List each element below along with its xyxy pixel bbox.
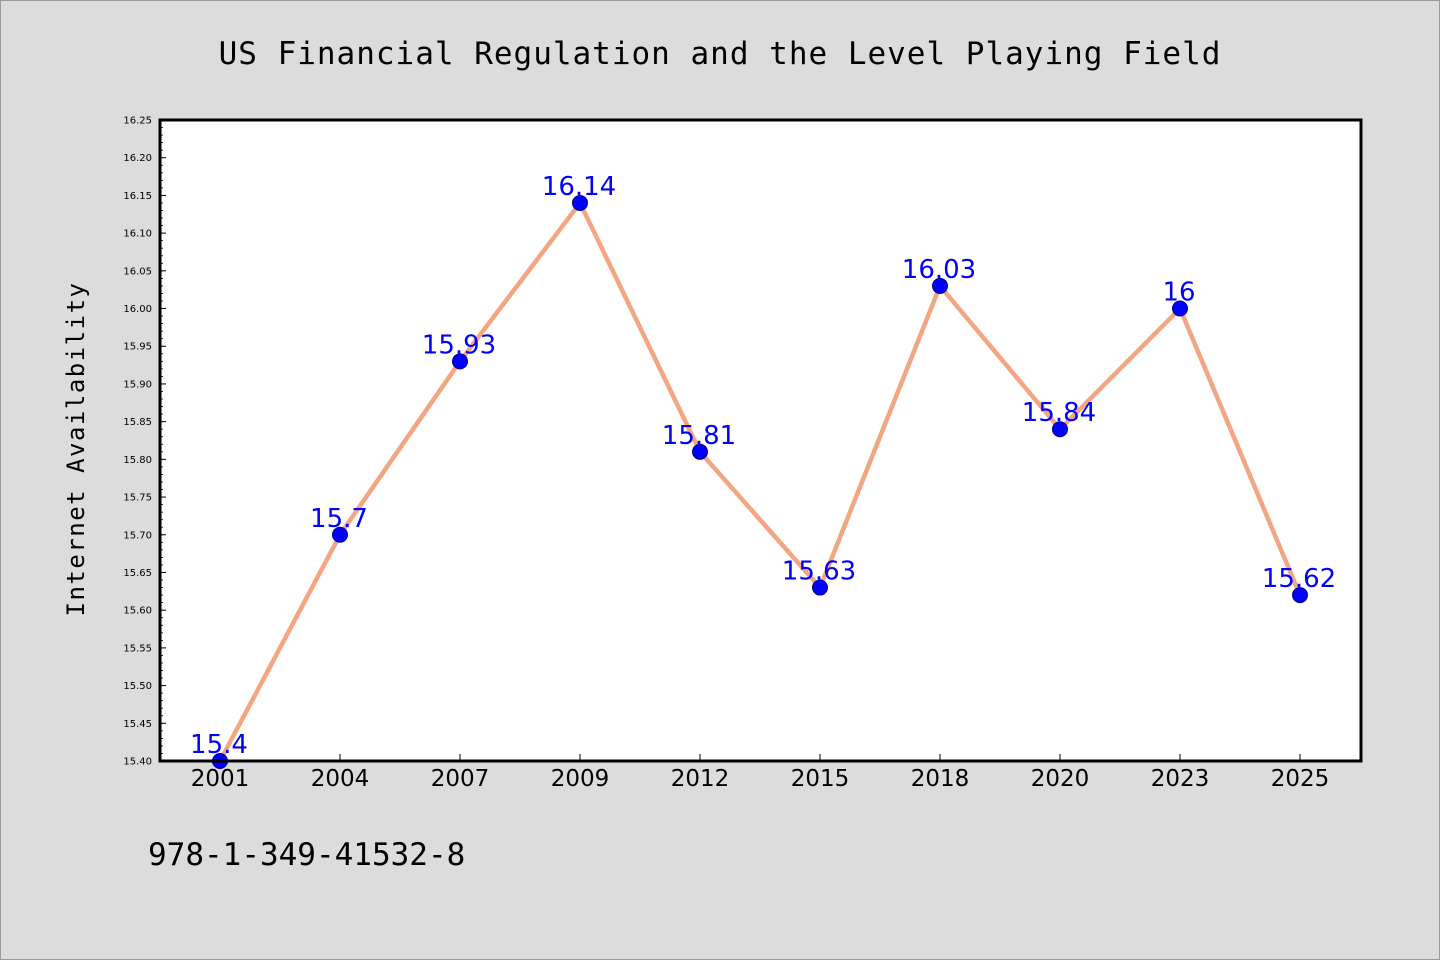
y-tick-label: 15.75 (123, 493, 152, 504)
x-tick-label: 2023 (1151, 766, 1210, 792)
markers-group (212, 194, 1308, 769)
series-line (217, 200, 1303, 764)
y-tick-label: 15.50 (123, 681, 152, 692)
data-label: 15.63 (782, 557, 856, 587)
data-label: 15.84 (1022, 398, 1096, 428)
y-tick-label: 16.20 (123, 153, 152, 164)
data-point (452, 353, 468, 370)
data-label: 16 (1162, 278, 1195, 308)
x-tick-label: 2020 (1031, 766, 1090, 792)
data-label: 15.62 (1262, 564, 1336, 594)
y-tick-label: 16.15 (123, 191, 152, 202)
y-tick-label: 15.65 (123, 568, 152, 579)
data-point (1052, 421, 1068, 438)
x-tick-label: 2009 (551, 766, 610, 792)
data-label: 15.93 (422, 330, 496, 360)
series-line-group (217, 200, 1303, 764)
y-tick-label: 15.55 (123, 643, 152, 654)
x-tick-label: 2001 (191, 766, 250, 792)
data-point (932, 277, 948, 294)
y-tick-label: 15.90 (123, 379, 152, 390)
x-tick-label: 2018 (911, 766, 970, 792)
y-axis: 15.40 15.45 15.50 15.55 15.60 15.65 15.70 15.75… (123, 116, 166, 768)
data-point (1292, 587, 1308, 604)
y-axis-label: Internet Availability (62, 282, 90, 617)
data-label: 15.81 (662, 421, 736, 451)
y-tick-label: 15.95 (123, 342, 152, 353)
x-tick-label: 2007 (431, 766, 490, 792)
y-tick-label: 15.40 (123, 757, 152, 768)
y-tick-label: 15.45 (123, 719, 152, 730)
chart-title: US Financial Regulation and the Level Pl… (219, 36, 1222, 72)
data-label: 16.14 (542, 172, 616, 202)
y-tick-label: 15.85 (123, 417, 152, 428)
y-tick-label: 16.00 (123, 304, 152, 315)
data-label: 15.7 (310, 504, 368, 534)
data-point (812, 579, 828, 596)
y-tick-label: 16.25 (123, 116, 152, 127)
x-tick-label: 2015 (791, 766, 850, 792)
data-point (332, 526, 348, 543)
data-point (1172, 300, 1188, 317)
x-axis: 2001 2004 2007 2009 2012 2015 2018 2020 2023 2025 (191, 754, 1330, 792)
isbn-footer: 978-1-349-41532-8 (148, 837, 465, 873)
y-tick-label: 15.80 (123, 455, 152, 466)
plot-area (160, 120, 1361, 761)
y-tick-label: 16.05 (123, 266, 152, 277)
data-label: 16.03 (902, 255, 976, 285)
x-tick-label: 2025 (1271, 766, 1330, 792)
y-tick-label: 16.10 (123, 229, 152, 240)
data-point (572, 194, 588, 211)
y-tick-label: 15.60 (123, 606, 152, 617)
plot-border (158, 118, 1363, 763)
x-tick-label: 2012 (671, 766, 730, 792)
data-labels-group: 15.4 15.7 15.93 16.14 15.81 15.63 16.03 15.84 16… (190, 172, 1336, 760)
x-tick-label: 2004 (311, 766, 370, 792)
data-label: 15.4 (190, 730, 248, 760)
data-point (692, 443, 708, 460)
y-tick-label: 15.70 (123, 530, 152, 541)
